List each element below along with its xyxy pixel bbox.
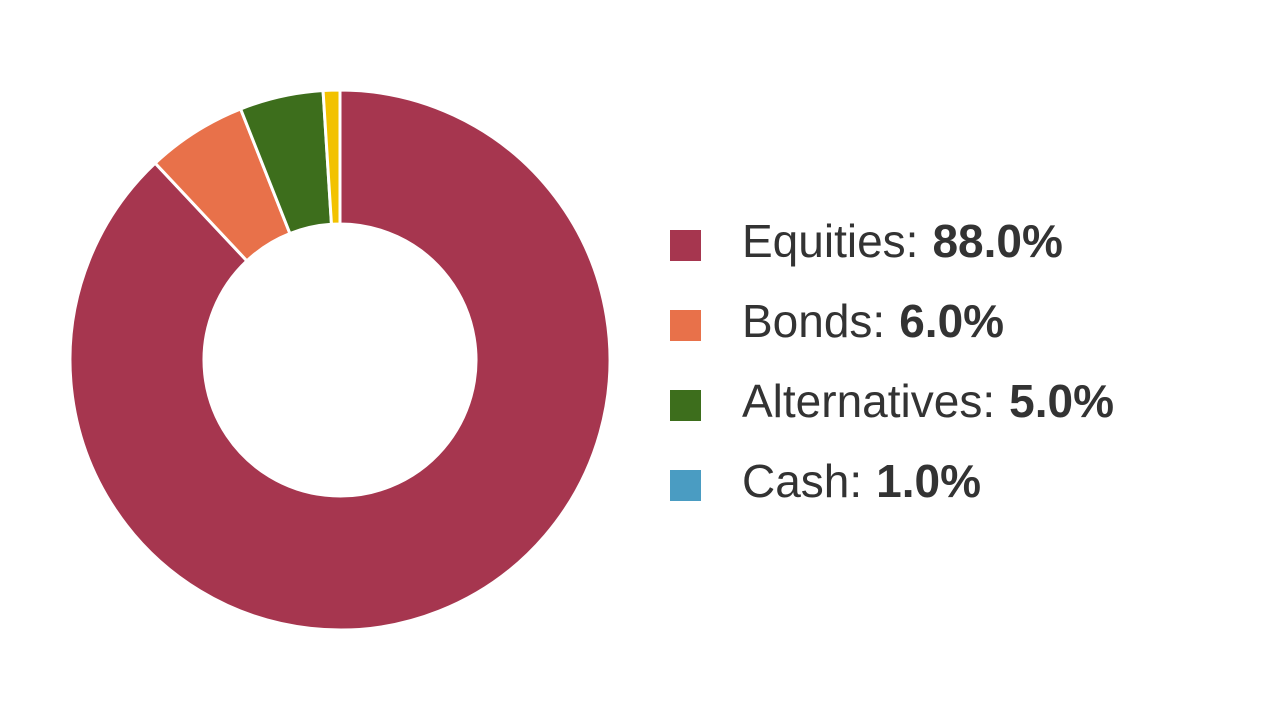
- legend-name: Bonds:: [742, 295, 885, 347]
- legend-swatch: [670, 470, 701, 501]
- legend-swatch: [670, 310, 701, 341]
- legend-value: 5.0%: [1009, 375, 1114, 427]
- legend-value: 1.0%: [876, 455, 981, 507]
- legend-swatch: [670, 230, 701, 261]
- legend-swatch: [670, 390, 701, 421]
- legend-value: 6.0%: [899, 295, 1004, 347]
- legend-label: Alternatives: 5.0%: [742, 375, 1114, 427]
- donut-slice: [321, 88, 342, 226]
- legend-value: 88.0%: [932, 215, 1062, 267]
- legend-name: Alternatives:: [742, 375, 995, 427]
- legend-label: Equities: 88.0%: [742, 215, 1063, 267]
- legend-label: Bonds: 6.0%: [742, 295, 1004, 347]
- donut-slice: [68, 88, 612, 632]
- legend-name: Cash:: [742, 455, 862, 507]
- legend-name: Equities:: [742, 215, 918, 267]
- legend-label: Cash: 1.0%: [742, 455, 981, 507]
